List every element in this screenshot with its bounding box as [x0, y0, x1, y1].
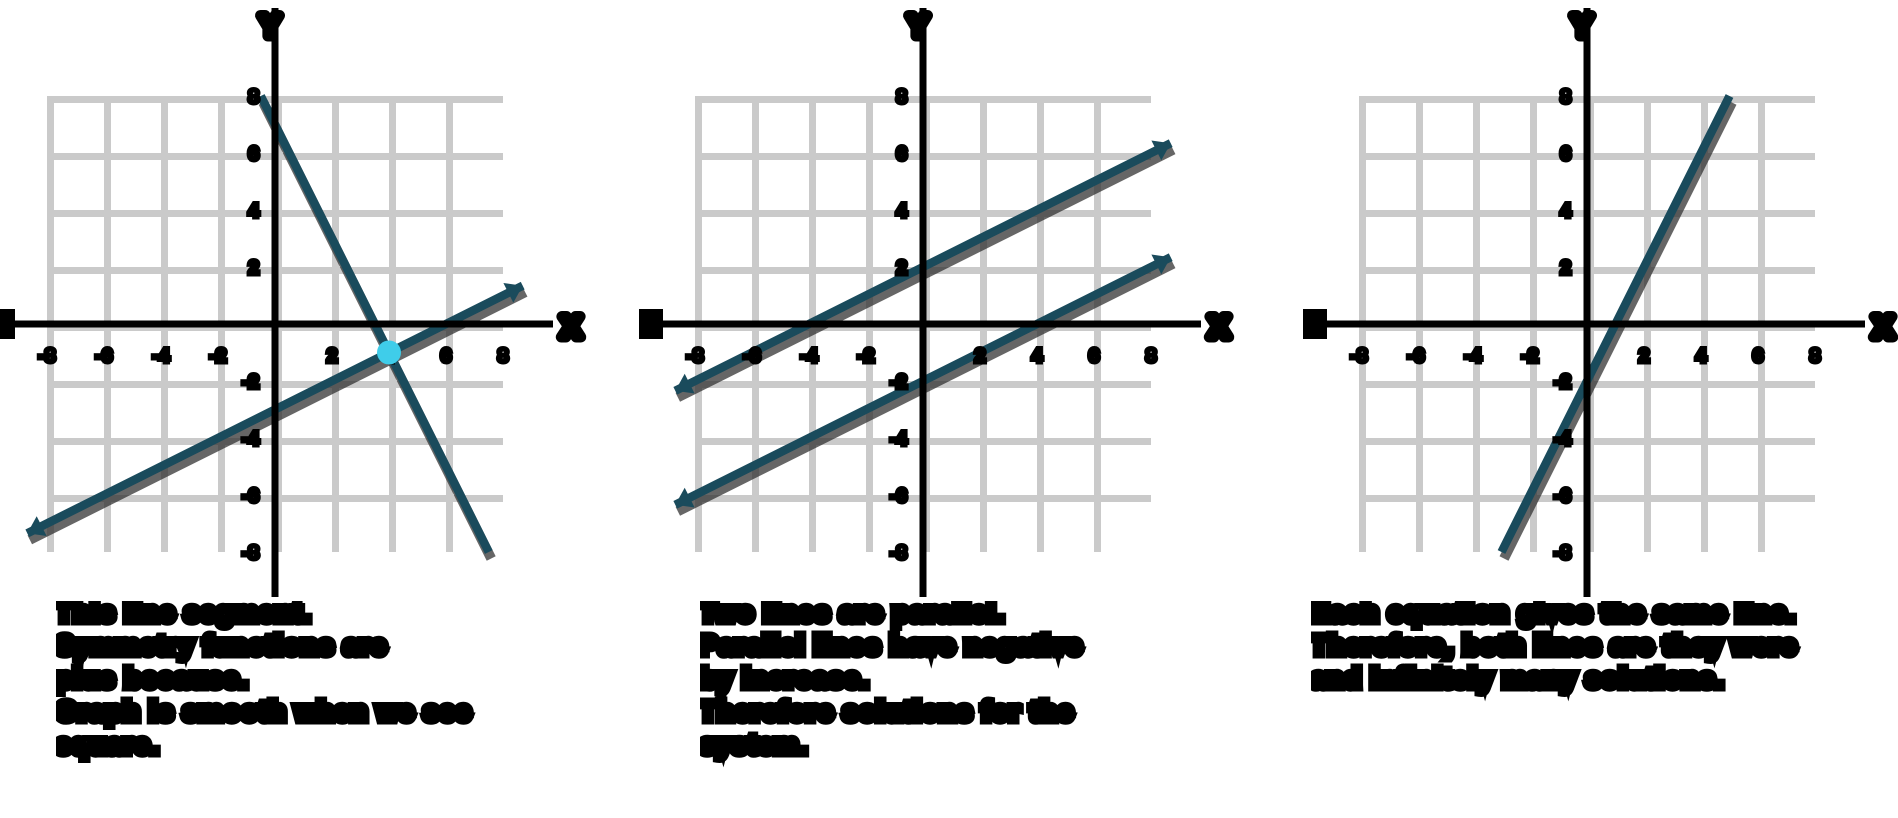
svg-text:-8: -8 [890, 543, 907, 564]
svg-text:system.: system. [700, 729, 808, 759]
svg-text:Y: Y [1572, 10, 1592, 43]
svg-text:Each equation gives the same l: Each equation gives the same line. [1311, 601, 1796, 627]
svg-text:-6: -6 [744, 346, 761, 367]
svg-text:Therefore solutions for the: Therefore solutions for the [700, 696, 1074, 726]
svg-text:-8: -8 [39, 346, 56, 367]
svg-text:2: 2 [327, 346, 338, 367]
svg-text:8: 8 [896, 87, 907, 108]
svg-text:-2: -2 [1522, 346, 1539, 367]
svg-text:-4: -4 [1465, 346, 1482, 367]
svg-text:-2: -2 [242, 372, 259, 393]
svg-text:-6: -6 [890, 486, 907, 507]
svg-text:-4: -4 [1554, 429, 1571, 450]
svg-text:Graph is smooth when we see: Graph is smooth when we see [56, 696, 472, 726]
svg-text:-2: -2 [1554, 372, 1571, 393]
svg-text:8: 8 [1810, 346, 1821, 367]
svg-text:Y: Y [908, 10, 928, 43]
svg-text:-8: -8 [242, 543, 259, 564]
svg-text:-6: -6 [96, 346, 113, 367]
svg-text:4: 4 [1560, 201, 1571, 222]
svg-text:8: 8 [1146, 346, 1157, 367]
svg-text:-6: -6 [1408, 346, 1425, 367]
svg-text:-4: -4 [801, 346, 818, 367]
svg-text:2: 2 [1560, 258, 1571, 279]
svg-text:and infinitely many solutions.: and infinitely many solutions. [1311, 663, 1725, 693]
svg-text:4: 4 [1032, 346, 1043, 367]
svg-text:4: 4 [1696, 346, 1707, 367]
svg-text:8: 8 [498, 346, 509, 367]
svg-text:6: 6 [441, 346, 452, 367]
svg-text:by increase.: by increase. [700, 663, 870, 693]
svg-text:6: 6 [1089, 346, 1100, 367]
svg-text:-2: -2 [210, 346, 227, 367]
svg-text:2: 2 [975, 346, 986, 367]
svg-text:8: 8 [1560, 87, 1571, 108]
svg-text:4: 4 [896, 201, 907, 222]
svg-text:plus because.: plus because. [56, 663, 249, 693]
svg-text:-8: -8 [1554, 543, 1571, 564]
svg-text:X: X [1209, 311, 1229, 344]
svg-text:Parallel lines have negative: Parallel lines have negative [700, 630, 1083, 660]
svg-text:2: 2 [1639, 346, 1650, 367]
svg-text:-4: -4 [153, 346, 170, 367]
svg-text:X: X [1873, 311, 1893, 344]
svg-text:Y: Y [260, 10, 280, 43]
svg-text:6: 6 [248, 144, 259, 165]
svg-text:6: 6 [1560, 144, 1571, 165]
svg-text:Symmetry functions are: Symmetry functions are [56, 630, 387, 660]
svg-text:4: 4 [248, 201, 259, 222]
svg-text:-8: -8 [687, 346, 704, 367]
svg-text:-2: -2 [858, 346, 875, 367]
svg-text:square.: square. [56, 729, 160, 759]
svg-text:-6: -6 [1554, 486, 1571, 507]
svg-text:8: 8 [248, 87, 259, 108]
svg-text:6: 6 [1753, 346, 1764, 367]
svg-text:6: 6 [896, 144, 907, 165]
svg-text:Therefore, both lines are they: Therefore, both lines are they were [1311, 630, 1798, 660]
svg-text:X: X [561, 311, 581, 344]
svg-text:-6: -6 [242, 486, 259, 507]
svg-text:-8: -8 [1351, 346, 1368, 367]
svg-text:-2: -2 [890, 372, 907, 393]
svg-text:This line segment.: This line segment. [56, 601, 312, 627]
svg-text:-4: -4 [890, 429, 907, 450]
svg-text:2: 2 [248, 258, 259, 279]
svg-text:Two lines are parallel.: Two lines are parallel. [700, 601, 1005, 627]
svg-text:2: 2 [896, 258, 907, 279]
svg-text:-4: -4 [242, 429, 259, 450]
